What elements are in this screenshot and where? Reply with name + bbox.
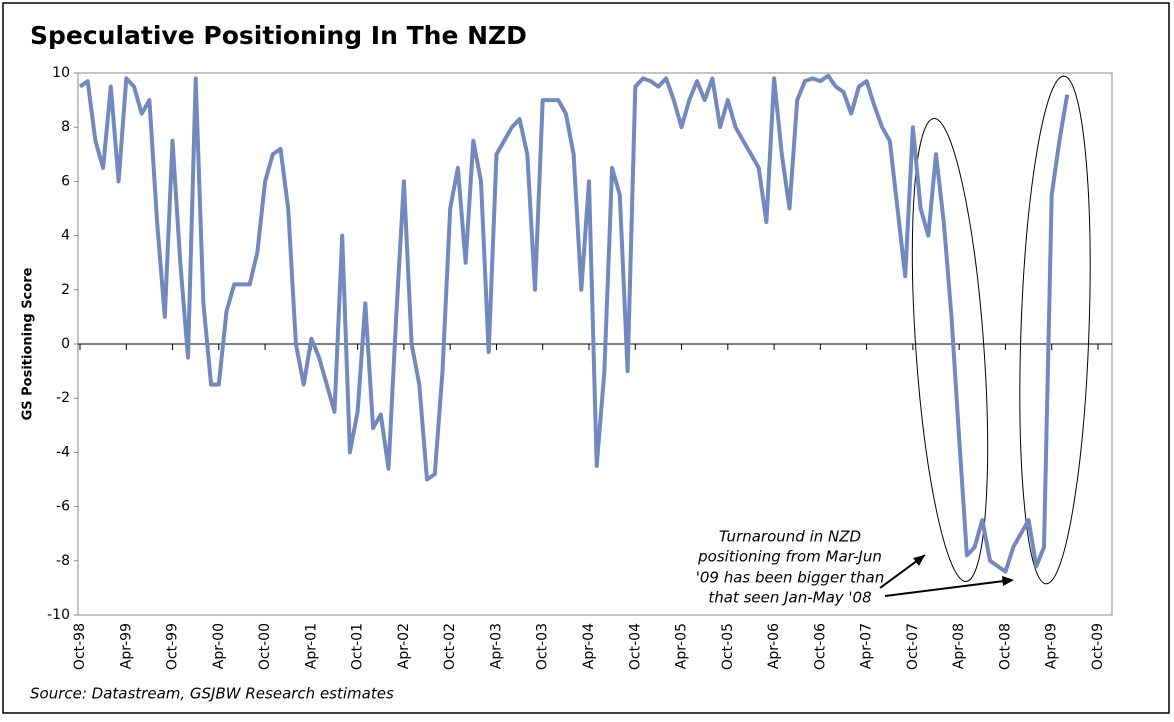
annotation: Turnaround in NZD [719, 528, 861, 546]
x-tick-label: Oct-03 [535, 623, 551, 670]
x-tick-label: Oct-06 [812, 623, 828, 670]
x-tick-label: Apr-01 [303, 623, 319, 669]
x-tick-label: Oct-00 [257, 623, 273, 670]
y-tick-label: -6 [56, 499, 70, 515]
y-tick-label: -2 [56, 390, 70, 406]
y-tick-label: 0 [61, 336, 70, 352]
x-tick-label: Apr-09 [1044, 623, 1060, 669]
x-tick-label: Apr-07 [859, 623, 875, 669]
x-tick-label: Apr-02 [396, 623, 412, 669]
arrowhead [913, 555, 925, 566]
x-tick-label: Apr-03 [488, 623, 504, 669]
highlight-ellipse [911, 118, 989, 582]
x-tick-label: Apr-00 [211, 623, 227, 669]
x-tick-label: Apr-05 [674, 623, 690, 669]
x-tick-label: Oct-08 [997, 623, 1013, 670]
y-tick-label: 4 [61, 228, 70, 244]
source: Source: Datastream, GSJBW Research estim… [30, 685, 394, 703]
y-axis-label: GS Positioning Score [21, 267, 36, 420]
highlight-ellipse [1019, 75, 1091, 585]
arrowhead [1002, 576, 1014, 586]
chart-title: Speculative Positioning In The NZD [30, 21, 527, 50]
x-tick-label: Apr-06 [766, 623, 782, 669]
annotation-group: Turnaround in NZD positioning from Mar-J… [696, 75, 1091, 607]
x-tick-label: Oct-05 [720, 623, 736, 670]
y-tick-label: -4 [56, 444, 70, 460]
y-tick-label: 10 [52, 65, 70, 81]
x-tick-label: Apr-04 [581, 623, 597, 669]
x-tick-label: Oct-02 [442, 623, 458, 670]
x-tick-label: Apr-99 [118, 623, 134, 669]
annotation: positioning from Mar-Jun [697, 548, 882, 566]
data-line [78, 73, 1070, 574]
y-tick-label: -8 [56, 553, 70, 569]
y-tick-label: 6 [61, 173, 70, 189]
annotation: that seen Jan-May '08 [708, 589, 871, 607]
arrow [884, 579, 1013, 597]
x-tick-label: Oct-09 [1090, 623, 1106, 670]
x-tick-label: Oct-01 [350, 623, 366, 670]
y-tick-label: 2 [61, 282, 70, 298]
x-tick-label: Oct-99 [165, 623, 181, 670]
annotation: '09 has been bigger than [696, 569, 885, 587]
x-tick-label: Oct-04 [627, 623, 643, 670]
y-tick-label: 8 [61, 119, 70, 135]
x-tick-label: Apr-08 [951, 623, 967, 669]
x-tick-label: Oct-07 [905, 623, 921, 670]
x-tick-label: Oct-98 [72, 623, 88, 670]
y-tick-label: -10 [47, 607, 70, 623]
